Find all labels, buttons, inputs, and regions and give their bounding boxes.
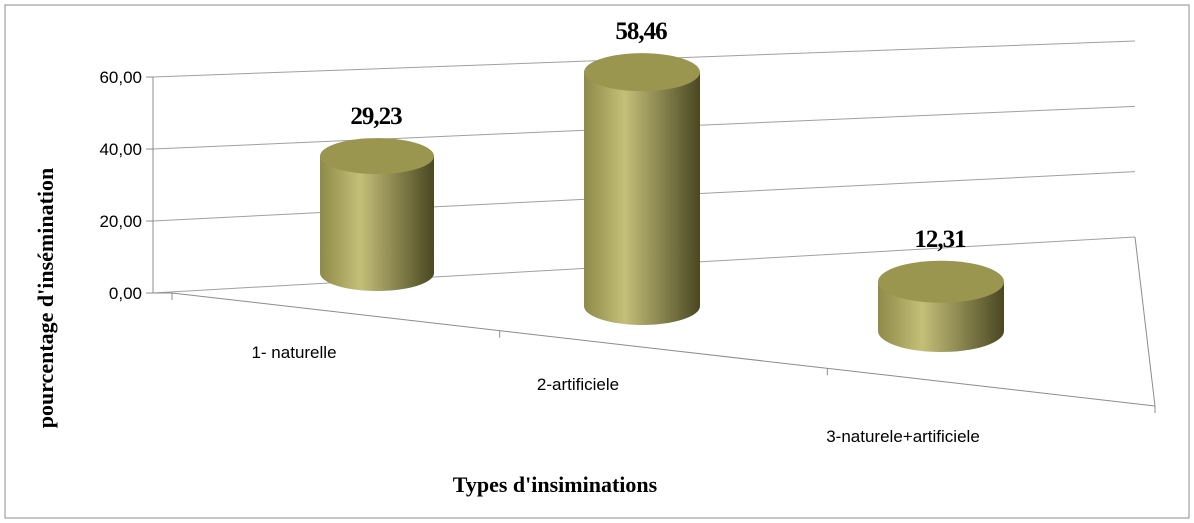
data-label: 29,23 [350,103,402,130]
y-tick-label: 20,00 [99,212,142,231]
bar-top [320,138,434,175]
x-tick-label: 2-artificiele [537,375,619,394]
bar-top [878,260,1004,303]
bar-1 [320,138,434,291]
bar-3 [878,260,1004,352]
y-tick-label: 0,00 [109,284,142,303]
bar-top [584,53,700,92]
axes [146,76,1156,413]
bar-body [320,156,434,291]
y-tick-label: 40,00 [99,140,142,159]
x-tick-label: 1- naturelle [251,343,336,362]
floor-right-edge [1134,236,1156,407]
x-axis-title: Types d'insiminations [453,472,658,497]
bar-2 [584,53,700,325]
x-tick-label: 3-naturele+artificiele [826,427,980,446]
data-label: 58,46 [615,18,667,45]
y-axis-title: pourcentage d'insémination [33,168,58,429]
x-axis-line [171,292,1156,407]
bar-body [584,72,700,325]
y-tick-label: 60,00 [99,68,142,87]
data-label: 12,31 [914,226,966,253]
labels: 0,00 20,00 40,00 60,00 29,23 58,46 12,31 1- nat… [99,18,979,446]
bars [320,53,1004,352]
